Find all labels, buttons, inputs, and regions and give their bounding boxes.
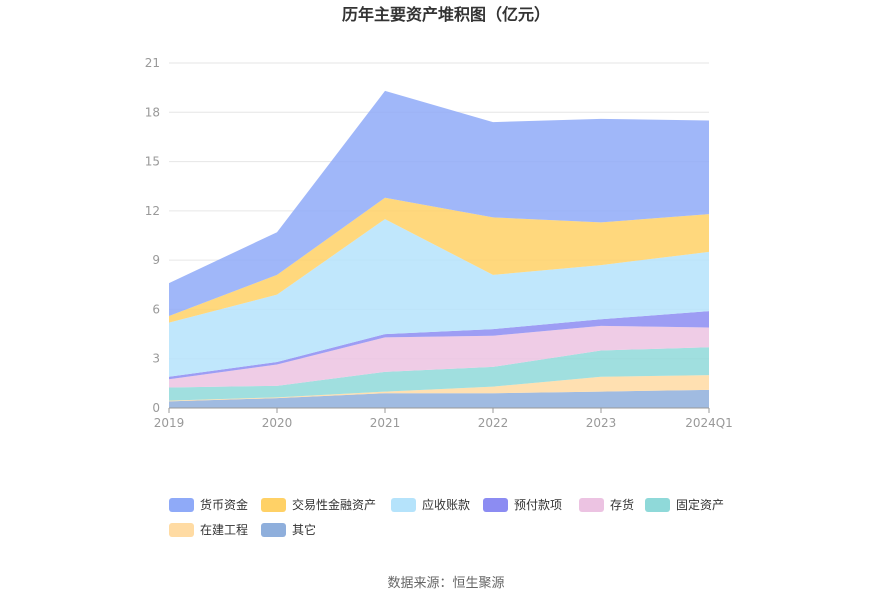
legend-label: 存货: [610, 497, 634, 512]
y-tick-label: 18: [145, 105, 160, 119]
x-tick-label: 2023: [586, 416, 617, 430]
legend-item[interactable]: 固定资产: [645, 497, 724, 512]
legend-label: 固定资产: [676, 497, 724, 512]
legend-swatch: [579, 498, 604, 512]
legend-item[interactable]: 交易性金融资产: [261, 497, 376, 512]
legend-swatch: [169, 523, 194, 537]
x-tick-label: 2020: [262, 416, 293, 430]
area-series: [169, 90, 709, 408]
legend-label: 其它: [292, 522, 316, 537]
source-note: 数据来源：恒生聚源: [387, 576, 504, 591]
legend-item[interactable]: 货币资金: [169, 497, 248, 512]
y-tick-label: 6: [152, 302, 160, 316]
area-0: [169, 389, 709, 408]
legend-label: 交易性金融资产: [292, 497, 376, 512]
legend-item[interactable]: 预付款项: [483, 498, 562, 512]
area-2: [169, 347, 709, 401]
legend-swatch: [391, 498, 416, 512]
area-1: [169, 375, 709, 402]
legend-swatch: [483, 498, 508, 512]
area-4: [169, 311, 709, 380]
y-tick-label: 21: [145, 56, 160, 70]
legend-swatch: [169, 498, 194, 512]
chart-title: 历年主要资产堆积图（亿元）: [342, 5, 550, 24]
legend-item[interactable]: 存货: [579, 497, 634, 512]
x-tick-label: 2019: [154, 416, 185, 430]
legend-label: 预付款项: [514, 498, 562, 512]
area-7: [169, 90, 709, 316]
y-tick-label: 15: [145, 155, 160, 169]
y-tick-label: 3: [152, 352, 160, 366]
legend-label: 应收账款: [422, 497, 470, 512]
x-axis-ticks: 2019 2020 2021 2022 2023 2024Q1: [154, 416, 733, 430]
y-tick-label: 12: [145, 204, 160, 218]
y-tick-label: 0: [152, 401, 160, 415]
legend-label: 货币资金: [200, 497, 248, 512]
y-axis-ticks: 0 3 6 9 12 15 18 21: [145, 56, 160, 415]
legend-item[interactable]: 应收账款: [391, 497, 470, 512]
area-5: [169, 219, 709, 377]
legend-swatch: [645, 498, 670, 512]
legend-swatch: [261, 523, 286, 537]
legend-label: 在建工程: [200, 522, 248, 537]
x-tick-label: 2022: [478, 416, 509, 430]
x-axis: [168, 407, 710, 413]
area-6: [169, 197, 709, 323]
x-tick-label: 2024Q1: [685, 416, 733, 430]
legend-item[interactable]: 其它: [261, 522, 316, 537]
x-tick-label: 2021: [370, 416, 401, 430]
legend-swatch: [261, 498, 286, 512]
area-3: [169, 325, 709, 388]
legend-item[interactable]: 在建工程: [169, 522, 248, 537]
y-tick-label: 9: [152, 253, 160, 267]
